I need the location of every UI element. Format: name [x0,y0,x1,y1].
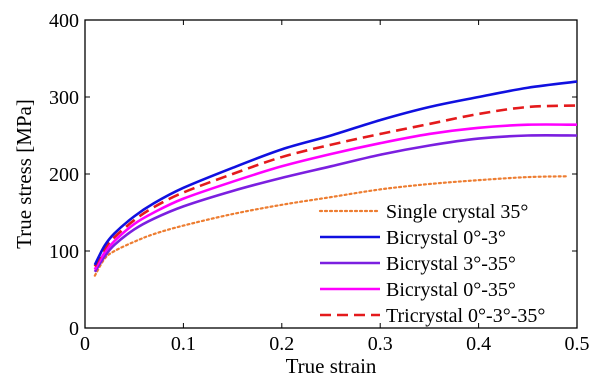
x-tick-label: 0 [80,333,90,355]
legend-label: Bicrystal 0°-3° [386,227,506,249]
legend-label: Bicrystal 0°-35° [386,279,516,301]
x-tick-label: 0.5 [565,333,590,355]
legend-label: Bicrystal 3°-35° [386,253,516,275]
series-layer [93,80,578,277]
y-tick-label: 400 [49,10,79,32]
series-line [93,123,578,271]
x-tick-label: 0.4 [466,333,491,355]
x-tick-label: 0.2 [269,333,294,355]
series-line [93,175,569,277]
legend: Single crystal 35° Bicrystal 0°-3° Bicryst… [318,201,545,327]
x-tick-label: 0.3 [368,333,393,355]
legend-label: Single crystal 35° [386,201,528,223]
y-tick-label: 300 [49,87,79,109]
x-tick-label: 0.1 [171,333,196,355]
series-line [93,133,578,273]
legend-label: Tricrystal 0°-3°-35° [386,305,545,327]
axis-ticks: 0 0.1 0.2 0.3 0.4 0.5 0 100 200 300 400 [49,10,590,355]
series-line [93,104,578,268]
y-axis-label: True stress [MPa] [12,99,36,249]
y-tick-label: 200 [49,164,79,186]
x-axis-label: True strain [286,354,377,378]
y-tick-label: 0 [69,318,79,340]
y-tick-label: 100 [49,241,79,263]
series-line [93,80,578,266]
